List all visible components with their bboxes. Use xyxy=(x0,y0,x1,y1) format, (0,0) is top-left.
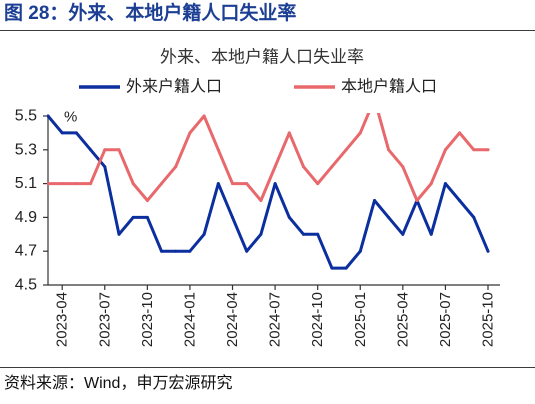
figure-caption: 图 28：外来、本地户籍人口失业率 xyxy=(4,3,297,24)
data-point xyxy=(287,215,291,219)
y-unit-label: % xyxy=(64,109,77,126)
data-point xyxy=(117,232,121,236)
data-point xyxy=(259,232,263,236)
data-point xyxy=(472,148,476,152)
data-point xyxy=(429,182,433,186)
data-point xyxy=(373,98,376,101)
caption-divider xyxy=(0,30,535,31)
data-point xyxy=(273,165,277,169)
data-point xyxy=(47,182,50,186)
series-line-1 xyxy=(47,114,490,270)
data-point xyxy=(401,232,405,236)
data-point xyxy=(74,131,78,135)
series-2 xyxy=(47,98,490,202)
data-point xyxy=(160,249,163,253)
data-point xyxy=(443,148,447,152)
data-point xyxy=(373,199,376,202)
y-tick-label: 5.3 xyxy=(15,141,37,158)
y-tick-label: 5.5 xyxy=(15,108,37,125)
x-tick-label: 2024-04 xyxy=(224,292,241,347)
x-tick-label: 2025-07 xyxy=(437,292,454,347)
data-point xyxy=(443,182,447,186)
data-point xyxy=(259,199,263,202)
data-point xyxy=(231,215,234,219)
data-point xyxy=(47,114,50,118)
data-point xyxy=(145,199,149,202)
chart-title: 外来、本地户籍人口失业率 xyxy=(160,48,364,67)
data-point xyxy=(458,199,462,202)
data-point xyxy=(174,165,178,169)
data-point xyxy=(358,131,362,135)
y-tick-label: 4.9 xyxy=(15,209,37,226)
data-point xyxy=(401,165,405,169)
axes: 5.5 5.3 5.1 4.9 4.7 4.5 2023-04 2023-07 2023-10 2… xyxy=(15,108,500,347)
data-point xyxy=(472,215,476,219)
data-point xyxy=(273,182,277,186)
y-tick-label: 4.7 xyxy=(15,243,37,260)
data-point xyxy=(344,148,348,152)
data-point xyxy=(60,182,64,186)
data-point xyxy=(358,249,362,253)
data-point xyxy=(245,182,249,186)
x-tick-label: 2024-01 xyxy=(181,292,198,347)
data-point xyxy=(74,182,78,186)
legend: 外来户籍人口 本地户籍人口 xyxy=(79,78,437,96)
data-point xyxy=(60,131,64,135)
data-point xyxy=(330,266,334,270)
data-point xyxy=(344,266,348,270)
legend-label-2: 本地户籍人口 xyxy=(341,78,437,96)
x-tick-label: 2025-10 xyxy=(480,292,497,347)
y-tick-label: 4.5 xyxy=(15,277,37,294)
x-tick-label: 2023-07 xyxy=(96,292,113,347)
data-point xyxy=(188,249,192,253)
data-point xyxy=(316,232,320,236)
data-point xyxy=(216,182,220,186)
data-point xyxy=(117,148,121,152)
data-point xyxy=(316,182,320,186)
plot-area xyxy=(47,98,490,270)
data-point xyxy=(486,249,490,253)
legend-label-1: 外来户籍人口 xyxy=(126,78,222,96)
data-point xyxy=(216,148,220,152)
data-point xyxy=(131,182,135,186)
data-point xyxy=(415,199,419,202)
x-tick-label: 2023-04 xyxy=(54,292,71,347)
data-point xyxy=(89,182,93,186)
data-point xyxy=(287,131,291,135)
data-point xyxy=(160,182,163,186)
data-point xyxy=(103,148,107,152)
data-point xyxy=(458,131,462,135)
data-point xyxy=(89,148,93,152)
data-point xyxy=(387,215,391,219)
data-point xyxy=(486,148,490,152)
data-point xyxy=(103,165,107,169)
x-tick-label: 2024-07 xyxy=(267,292,284,347)
data-point xyxy=(188,131,192,135)
data-point xyxy=(202,114,206,118)
series-1 xyxy=(47,114,490,270)
source-divider xyxy=(0,367,535,368)
data-point xyxy=(174,249,178,253)
y-tick-label: 5.1 xyxy=(15,175,37,192)
data-point xyxy=(145,215,149,219)
x-tick-label: 2024-10 xyxy=(309,292,326,347)
x-tick-label: 2025-04 xyxy=(394,292,411,347)
x-tick-label: 2023-10 xyxy=(139,292,156,347)
data-point xyxy=(387,148,391,152)
data-point xyxy=(330,165,334,169)
source-note: 资料来源：Wind，申万宏源研究 xyxy=(4,375,233,392)
x-tick-label: 2025-01 xyxy=(352,292,369,347)
data-point xyxy=(231,182,234,186)
data-point xyxy=(131,215,135,219)
data-point xyxy=(302,232,305,236)
data-point xyxy=(202,232,206,236)
data-point xyxy=(302,165,305,169)
data-point xyxy=(245,249,249,253)
data-point xyxy=(429,232,433,236)
series-line-2 xyxy=(47,113,490,202)
